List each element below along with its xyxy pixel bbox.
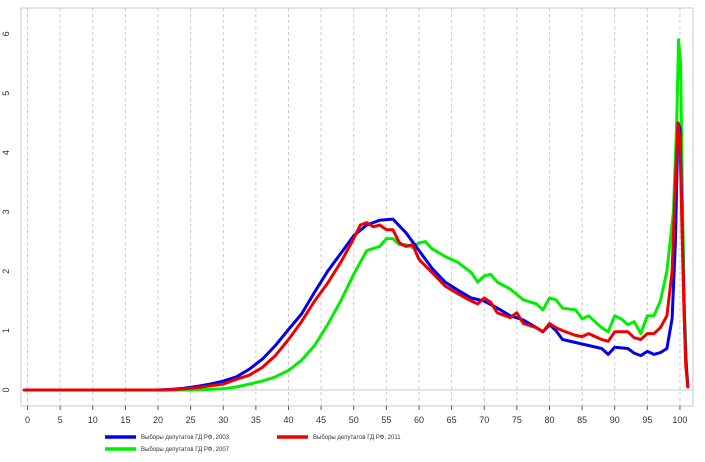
x-tick-label: 25: [186, 415, 196, 425]
y-axis: 0 1 2 3 4 5 6: [1, 31, 11, 392]
x-tick-label: 0: [25, 415, 30, 425]
x-tick-label: 35: [251, 415, 261, 425]
y-tick-label: 2: [1, 269, 11, 274]
x-tick-label: 65: [447, 415, 457, 425]
y-tick-label: 5: [1, 91, 11, 96]
legend-label-2007: Выборы депутатов ГД РФ, 2007: [141, 447, 230, 453]
legend-label-2003: Выборы депутатов ГД РФ, 2003: [141, 435, 230, 441]
x-tick-label: 85: [577, 415, 587, 425]
y-tick-label: 3: [1, 209, 11, 214]
x-tick-label: 20: [153, 415, 163, 425]
x-tick-label: 10: [88, 415, 98, 425]
y-tick-label: 4: [1, 150, 11, 155]
x-tick-label: 50: [349, 415, 359, 425]
y-tick-label: 1: [1, 328, 11, 333]
x-tick-label: 5: [58, 415, 63, 425]
x-tick-label: 75: [512, 415, 522, 425]
x-tick-label: 45: [316, 415, 326, 425]
x-tick-label: 70: [479, 415, 489, 425]
x-tick-label: 60: [414, 415, 424, 425]
x-tick-label: 90: [610, 415, 620, 425]
series-line-2003: [22, 121, 690, 392]
series-line-2011: [22, 121, 690, 392]
x-tick-label: 30: [218, 415, 228, 425]
plot-frame: [20, 7, 694, 407]
x-tick-label: 95: [642, 415, 652, 425]
x-axis: 0 5 10 15 20 25 30 35 40 45 50 55 60 65 70 75 80 85 90 95 10…: [25, 406, 687, 425]
series-line-2007: [22, 38, 690, 392]
x-tick-label: 15: [120, 415, 130, 425]
vertical-grid: [27, 8, 681, 406]
series-lines: [22, 38, 690, 392]
y-tick-label: 0: [1, 387, 11, 392]
legend: Выборы депутатов ГД РФ, 2003 Выборы депу…: [105, 435, 401, 453]
y-tick-label: 6: [1, 31, 11, 36]
x-tick-label: 100: [672, 415, 687, 425]
x-tick-label: 80: [544, 415, 554, 425]
x-tick-label: 55: [381, 415, 391, 425]
x-tick-label: 40: [283, 415, 293, 425]
legend-label-2011: Выборы депутатов ГД РФ, 2011: [313, 435, 401, 441]
